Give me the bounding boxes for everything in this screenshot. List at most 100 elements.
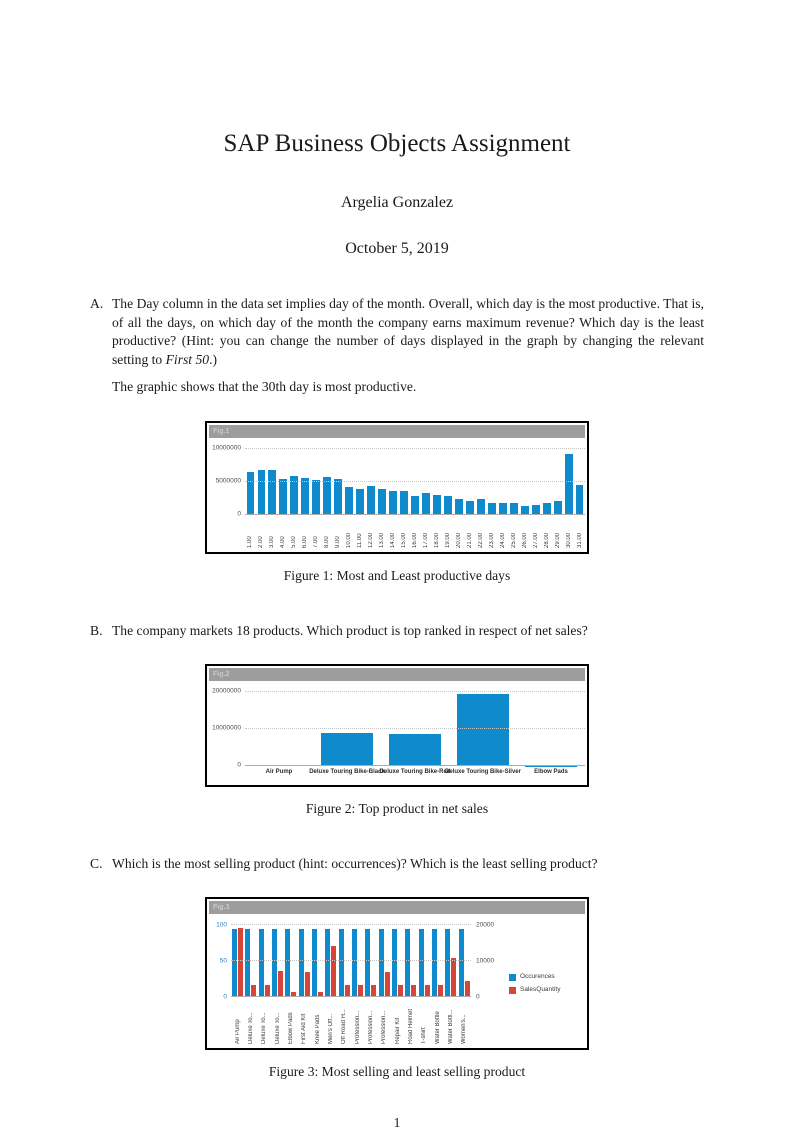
bar [371, 985, 377, 998]
y-tick-label-right: 20000 [476, 921, 495, 929]
x-tick-label: 15.00 [401, 533, 408, 549]
bar [245, 929, 251, 998]
bar-group [258, 925, 271, 998]
bar-group [366, 449, 377, 516]
bar [345, 486, 354, 516]
bar [356, 488, 365, 516]
bar-group [453, 449, 464, 516]
gridline [245, 728, 585, 730]
x-tick-label: Road Helmet [407, 1009, 414, 1045]
x-tick-label: First Aid Kit [301, 1014, 308, 1045]
question-a-label: A. [90, 296, 104, 311]
figure-3-caption: Figure 3: Most selling and least selling… [268, 1064, 526, 1080]
figure-2-caption: Figure 2: Top product in net sales [305, 801, 489, 817]
bar [553, 501, 562, 516]
chart-1-title-bar: Fig.1 [209, 425, 585, 439]
bar-group [364, 925, 377, 998]
question-c-label: C. [90, 855, 103, 871]
bar-group [563, 449, 574, 516]
bar-group [444, 925, 457, 998]
x-tick-label: 20.00 [455, 533, 462, 549]
x-tick-label: 2.00 [258, 536, 265, 549]
y-tick-label: 50 [219, 957, 227, 965]
bar-group [399, 449, 410, 516]
bar [264, 985, 270, 998]
x-tick-label: 21.00 [466, 533, 473, 549]
plot-area [231, 924, 471, 998]
bar-group [442, 449, 453, 516]
bar [422, 493, 430, 516]
x-tick-label: Deluxe Touring Bike-Black [309, 769, 385, 776]
gridline [245, 448, 585, 450]
y-tick-label: 5000000 [215, 477, 241, 485]
x-tick-label: Deluxe To... [274, 1012, 281, 1045]
bar-group [289, 449, 300, 516]
bar [290, 476, 299, 516]
x-tick-label: Profession... [381, 1011, 388, 1045]
x-tick-label: 13.00 [379, 533, 386, 549]
bar-group [300, 449, 311, 516]
chart-2-y-axis: 0 10000000 20000000 [209, 688, 245, 769]
bar-group [497, 449, 508, 516]
x-tick-label: Deluxe Touring Bike-Silver [445, 769, 521, 776]
x-tick-label: Water Bottl... [447, 1010, 454, 1045]
bar-group [324, 925, 337, 998]
bar [498, 502, 507, 516]
y-tick-label: 20000000 [212, 687, 241, 695]
legend-item: SalesQuantity [509, 986, 585, 995]
bar [418, 929, 424, 998]
x-tick-label: 5.00 [291, 536, 298, 549]
bar [312, 480, 321, 516]
bar [424, 985, 430, 998]
chart-3-legend: Occurences SalesQuantity [503, 923, 585, 1044]
bar-group [267, 449, 278, 516]
bar-group [388, 449, 399, 516]
page-title: SAP Business Objects Assignment [223, 130, 571, 157]
bar [325, 929, 331, 998]
bar [476, 499, 485, 516]
y-tick-label: 0 [223, 993, 227, 1001]
y-tick-label: 0 [237, 761, 241, 769]
bar-group [410, 449, 421, 516]
bar-group [486, 449, 497, 516]
bar [445, 929, 451, 998]
x-labels: 1.00 2.00 3.00 4.00 5.00 6.00 7.00 8.00 9.00 10.0… [245, 518, 585, 548]
bar [298, 929, 304, 998]
y-tick-label: 0 [237, 510, 241, 518]
bar-group [355, 449, 366, 516]
x-tick-label: 16.00 [412, 533, 419, 549]
question-a-text: The Day column in the data set implies d… [112, 295, 704, 369]
gridline [245, 765, 585, 767]
x-tick-label: 23.00 [488, 533, 495, 549]
bar [432, 929, 438, 998]
bar [272, 929, 278, 998]
x-tick-label: Profession... [354, 1011, 361, 1045]
bar [344, 985, 350, 998]
bar [352, 929, 358, 998]
bar [451, 957, 457, 998]
figure-1-caption: Figure 1: Most and Least productive days [283, 568, 511, 584]
x-tick-label: 10.00 [346, 533, 353, 549]
x-tick-label: 17.00 [422, 533, 429, 549]
x-tick-label: Profession... [367, 1011, 374, 1045]
question-c-text: Which is the most selling product (hint:… [112, 855, 704, 874]
gridline [231, 996, 471, 998]
bar-group [464, 449, 475, 516]
x-tick-label: Repair Kit [394, 1018, 401, 1045]
bar [246, 472, 255, 516]
question-a-section: A. The Day column in the data set implie… [90, 295, 704, 397]
x-tick-label: 7.00 [313, 536, 320, 549]
gridline [245, 514, 585, 516]
x-tick-label: Knee Pads [314, 1015, 321, 1045]
bar-group [541, 449, 552, 516]
y-tick-label-right: 10000 [476, 957, 495, 965]
bar-group [311, 925, 324, 998]
x-tick-label: 11.00 [357, 533, 364, 549]
question-c-text-part1: Which is the most selling product (hint:… [112, 855, 598, 871]
bar [378, 488, 387, 516]
bar [411, 985, 417, 998]
bar [238, 927, 244, 998]
x-tick-label: Water Bottle [434, 1011, 441, 1045]
x-tick-label: 1.00 [247, 536, 254, 549]
bar [433, 494, 441, 516]
